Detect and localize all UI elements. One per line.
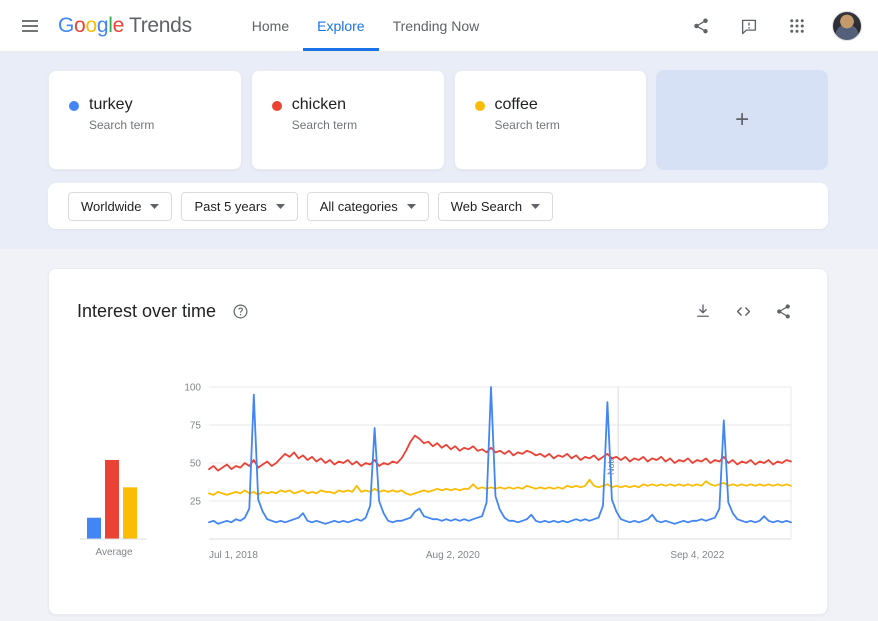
widget-share-button[interactable] (767, 295, 799, 327)
embed-code-icon (736, 306, 750, 316)
region-filter-dropdown[interactable]: Worldwide (68, 191, 173, 221)
svg-text:Jul 1, 2018: Jul 1, 2018 (209, 550, 258, 561)
filter-bar: Worldwide Past 5 years All categories We… (48, 183, 828, 229)
widget-title: Interest over time (77, 300, 217, 321)
top-right-actions (682, 0, 862, 51)
main-content: Interest over time (0, 249, 878, 615)
main-nav: Home Explore Trending Now (238, 0, 493, 51)
term-name: coffee (494, 96, 538, 113)
logo-letter: o (85, 13, 97, 37)
search-term-card-turkey[interactable]: turkey Search term (48, 70, 242, 170)
search-term-card-coffee[interactable]: coffee Search term (453, 70, 648, 170)
logo-letter: l (108, 13, 113, 37)
category-filter-dropdown[interactable]: All categories (306, 191, 429, 221)
svg-text:Sep 4, 2022: Sep 4, 2022 (670, 550, 724, 561)
help-button[interactable] (225, 296, 255, 326)
logo-letter: G (58, 13, 75, 37)
logo-letter: o (74, 13, 86, 37)
region-filter-label: Worldwide (81, 198, 142, 214)
chevron-down-icon (275, 203, 285, 209)
term-name: turkey (89, 96, 133, 113)
time-range-filter-label: Past 5 years (194, 198, 267, 214)
chevron-down-icon (150, 203, 160, 209)
term-name: chicken (291, 96, 346, 113)
svg-text:100: 100 (184, 383, 201, 394)
apps-grid-icon (790, 18, 804, 33)
logo-letter: e (112, 13, 125, 37)
plus-icon: + (735, 106, 750, 133)
logo-letter: g (96, 13, 109, 37)
search-term-cards: turkey Search term chicken Search term (48, 70, 828, 170)
logo-product-name: Trends (128, 13, 192, 37)
svg-text:Aug 2, 2020: Aug 2, 2020 (426, 550, 480, 561)
share-icon (694, 18, 708, 33)
term-type-label: Search term (494, 118, 560, 132)
share-button[interactable] (682, 7, 720, 45)
nav-item-trending-now[interactable]: Trending Now (392, 17, 480, 34)
widget-actions (687, 295, 799, 327)
term-type-label: Search term (89, 118, 155, 132)
account-avatar[interactable] (832, 10, 862, 41)
category-filter-label: All categories (319, 198, 398, 214)
search-term-card-chicken[interactable]: chicken Search term (250, 70, 445, 170)
term-type-label: Search term (291, 118, 358, 132)
interest-over-time-widget: Interest over time (48, 268, 828, 615)
svg-text:Average: Average (95, 547, 133, 558)
feedback-icon (741, 19, 757, 34)
hamburger-icon (22, 19, 38, 32)
chart-row: Average 25 50 75 100 Note Jul 1, 2018 Aug 2, 2… (77, 379, 799, 574)
series-color-dot (474, 101, 485, 111)
comparison-section: turkey Search term chicken Search term (0, 52, 878, 249)
svg-text:50: 50 (190, 459, 202, 470)
svg-text:75: 75 (190, 421, 202, 432)
download-icon (697, 304, 709, 317)
average-bar-chart[interactable]: Average (77, 379, 175, 574)
chevron-down-icon (406, 203, 416, 209)
google-apps-button[interactable] (778, 7, 816, 45)
feedback-button[interactable] (730, 7, 768, 45)
series-color-dot (271, 101, 282, 111)
time-range-filter-dropdown[interactable]: Past 5 years (181, 191, 298, 221)
add-comparison-card[interactable]: + (656, 70, 828, 170)
chevron-down-icon (531, 203, 541, 209)
menu-button[interactable] (10, 6, 50, 46)
help-icon (233, 304, 248, 318)
widget-header: Interest over time (77, 295, 799, 327)
series-color-dot (69, 101, 79, 111)
download-csv-button[interactable] (687, 295, 719, 327)
svg-text:25: 25 (190, 497, 202, 508)
search-type-filter-label: Web Search (450, 198, 523, 214)
search-type-filter-dropdown[interactable]: Web Search (437, 191, 554, 221)
nav-item-home[interactable]: Home (251, 17, 290, 34)
embed-button[interactable] (727, 295, 759, 327)
nav-item-explore[interactable]: Explore (303, 0, 379, 51)
share-icon (776, 303, 790, 319)
